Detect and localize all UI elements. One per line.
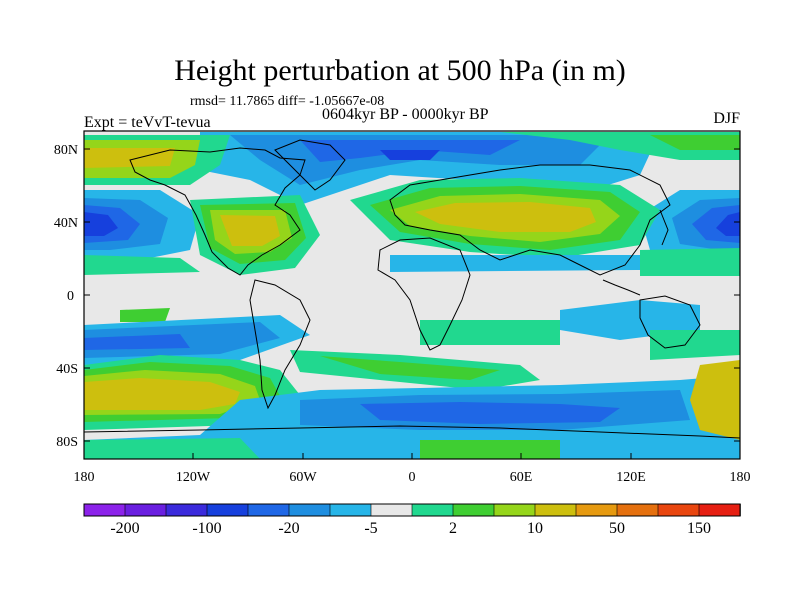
colorbar-swatch [493, 503, 536, 517]
y-tick-label: 40N [54, 216, 78, 231]
colorbar-label: -20 [278, 520, 299, 537]
y-tick-label: 0 [67, 289, 74, 304]
colorbar-swatch [370, 503, 413, 517]
x-tick-label: 60W [289, 470, 317, 485]
colorbar-swatch [575, 503, 618, 517]
colorbar-label: 150 [687, 520, 711, 537]
figure-title: Height perturbation at 500 hPa (in m) [174, 54, 626, 87]
colorbar-label: -5 [364, 520, 377, 537]
coast-antarctica [84, 425, 740, 439]
season-label: DJF [713, 110, 740, 127]
colorbar-frame [83, 503, 741, 517]
y-tick-label: 80S [56, 435, 78, 450]
coast-greenland [274, 139, 346, 191]
x-tick-label: 180 [74, 470, 95, 485]
stats-label: rmsd= 11.7865 diff= -1.05667e-08 [190, 94, 385, 109]
colorbar-swatch [616, 503, 659, 517]
colorbar-swatch [411, 503, 454, 517]
colorbar-label: -100 [192, 520, 221, 537]
colorbar-swatch [534, 503, 577, 517]
colorbar-swatch [83, 503, 126, 517]
x-tick-label: 0 [409, 470, 416, 485]
colorbar [83, 503, 741, 517]
coast-eurasia [389, 164, 671, 276]
colorbar-swatch [657, 503, 700, 517]
colorbar-swatch [247, 503, 290, 517]
colorbar-label: -200 [110, 520, 139, 537]
axis-ticks [83, 148, 741, 459]
colorbar-swatch [698, 503, 741, 517]
period-label: 0604kyr BP - 0000kyr BP [322, 106, 489, 123]
colorbar-label: 50 [609, 520, 625, 537]
contour-field [84, 131, 740, 459]
coastlines [84, 139, 740, 439]
colorbar-swatch [452, 503, 495, 517]
colorbar-swatch [206, 503, 249, 517]
coast-africa [377, 237, 471, 351]
x-tick-label: 120E [616, 470, 646, 485]
x-tick-label: 120W [176, 470, 211, 485]
coast-australia [639, 295, 701, 349]
coast-south-america [249, 279, 311, 410]
colorbar-label: 2 [449, 520, 457, 537]
y-tick-label: 80N [54, 143, 78, 158]
colorbar-label: 10 [527, 520, 543, 537]
colorbar-swatch [329, 503, 372, 517]
coast-north-america [129, 147, 306, 276]
experiment-label: Expt = teVvT-tevua [84, 114, 211, 131]
colorbar-swatch [124, 503, 167, 517]
y-tick-label: 40S [56, 362, 78, 377]
colorbar-swatch [165, 503, 208, 517]
x-tick-label: 60E [510, 470, 533, 485]
x-tick-label: 180 [730, 470, 751, 485]
colorbar-swatch [288, 503, 331, 517]
